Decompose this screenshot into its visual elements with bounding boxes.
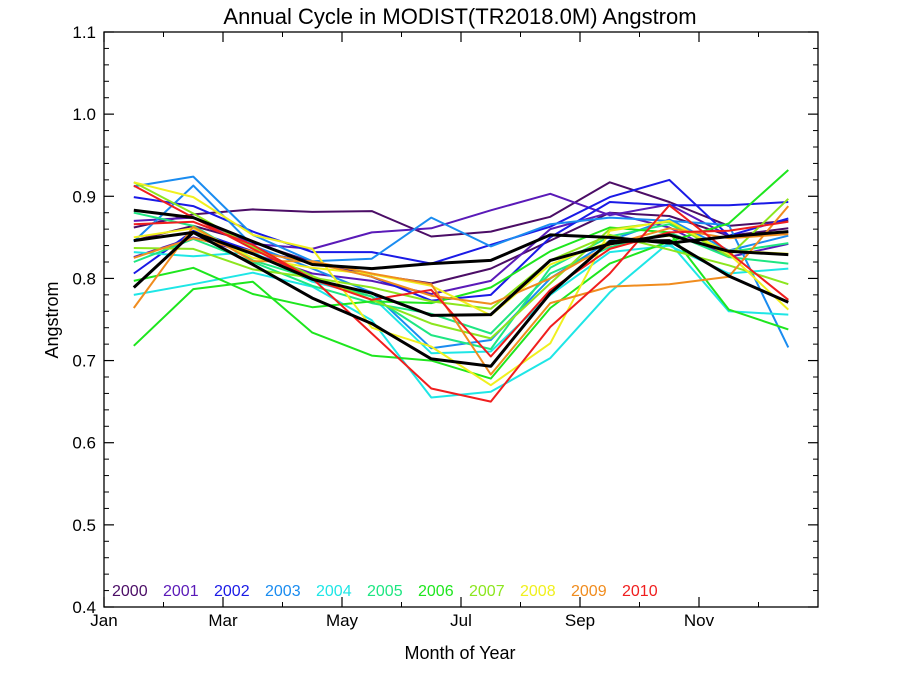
series-line-6 <box>133 201 789 302</box>
legend-item-2000: 2000 <box>112 583 148 600</box>
series-line-23 <box>132 230 789 368</box>
chart-title: Annual Cycle in MODIST(TR2018.0M) Angstr… <box>223 4 696 29</box>
x-tick-label: Mar <box>208 611 238 630</box>
series-layer <box>132 169 790 403</box>
y-tick-label: 0.4 <box>72 598 96 617</box>
series-line-25 <box>133 208 789 271</box>
series-line-13 <box>133 169 789 380</box>
series-line-24 <box>133 230 789 317</box>
series-line-9 <box>133 241 789 399</box>
x-tick-label: Sep <box>565 611 595 630</box>
legend-item-2005: 2005 <box>367 583 403 600</box>
x-tick-label: May <box>326 611 359 630</box>
series-line-16 <box>133 233 789 310</box>
series-line-8 <box>133 184 789 350</box>
legend-item-2001: 2001 <box>163 583 199 600</box>
axes-layer: 0.4 0.5 0.6 0.7 0.8 0.9 1.0 1.1 Jan Mar May Jul Sep N… <box>72 23 819 630</box>
series-line-22 <box>133 220 789 358</box>
y-tick-label: 0.9 <box>72 187 96 206</box>
legend-item-2003: 2003 <box>265 583 301 600</box>
legend: 2000 2001 2002 2003 2004 2005 2006 2007 2008 2009… <box>112 583 658 600</box>
y-tick-label: 0.8 <box>72 269 96 288</box>
plot-frame <box>103 31 819 608</box>
y-tick-label: 1.0 <box>72 105 96 124</box>
series-line-21 <box>133 184 789 403</box>
legend-item-2004: 2004 <box>316 583 352 600</box>
y-tick-label: 0.6 <box>72 434 96 453</box>
legend-item-2006: 2006 <box>418 583 454 600</box>
y-tick-label: 1.1 <box>72 23 96 42</box>
legend-item-2010: 2010 <box>622 583 658 600</box>
series-line-1 <box>133 181 789 238</box>
series-line-19 <box>132 205 790 376</box>
legend-item-2009: 2009 <box>571 583 607 600</box>
legend-item-2007: 2007 <box>469 583 505 600</box>
series-line-7 <box>133 175 790 348</box>
x-tick-label: Jul <box>450 611 472 630</box>
x-tick-label: Jan <box>90 611 117 630</box>
legend-item-2008: 2008 <box>520 583 556 600</box>
y-tick-label: 0.7 <box>72 352 96 371</box>
series-line-17 <box>133 181 789 387</box>
y-tick-label: 0.5 <box>72 516 96 535</box>
legend-item-2002: 2002 <box>214 583 250 600</box>
y-axis-label: Angstrom <box>42 281 62 358</box>
x-axis-label: Month of Year <box>404 643 515 663</box>
series-line-5 <box>133 178 789 265</box>
series-line-3 <box>133 192 789 250</box>
x-tick-label: Nov <box>684 611 715 630</box>
